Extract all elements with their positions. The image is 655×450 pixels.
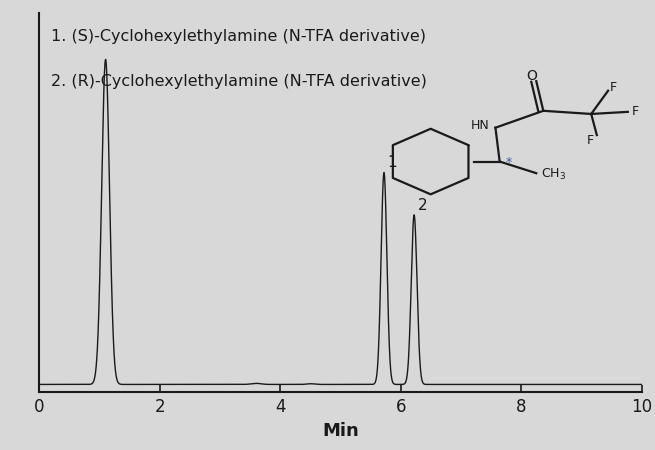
Text: 2: 2: [418, 198, 427, 212]
Text: F: F: [632, 105, 639, 118]
Text: O: O: [527, 69, 538, 83]
X-axis label: Min: Min: [322, 422, 359, 440]
Text: 2. (R)-Cyclohexylethylamine (N-TFA derivative): 2. (R)-Cyclohexylethylamine (N-TFA deriv…: [51, 74, 427, 89]
Text: *: *: [506, 156, 512, 169]
Text: F: F: [610, 81, 616, 94]
Text: 1. (S)-Cyclohexylethylamine (N-TFA derivative): 1. (S)-Cyclohexylethylamine (N-TFA deriv…: [51, 29, 426, 44]
Text: 1: 1: [388, 155, 397, 170]
Text: F: F: [587, 134, 594, 147]
Text: CH$_3$: CH$_3$: [540, 166, 566, 182]
Text: HN: HN: [470, 119, 489, 132]
